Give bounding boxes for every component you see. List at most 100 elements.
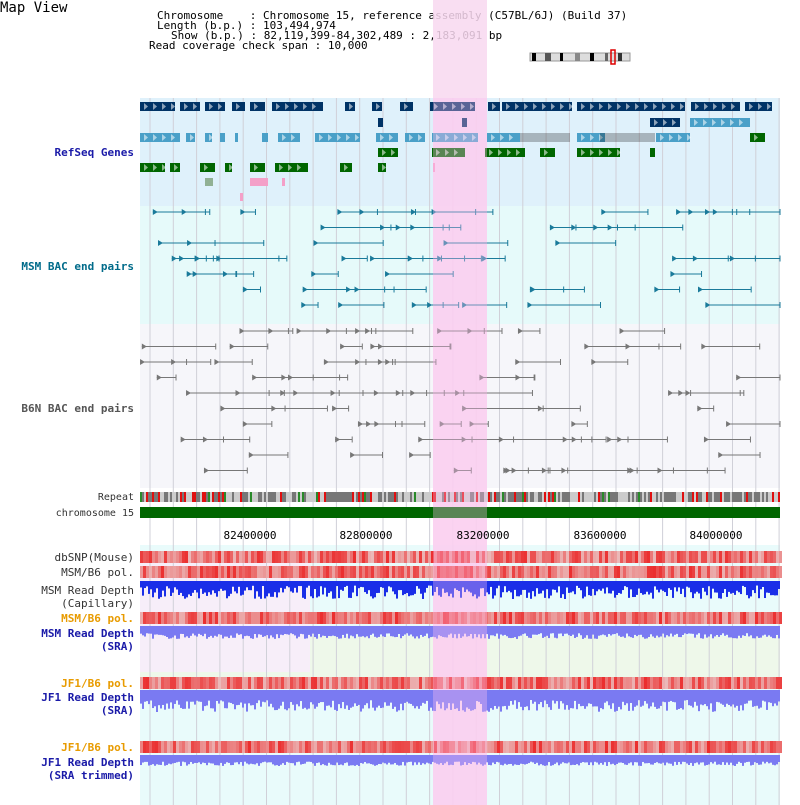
pol-strip-cell <box>356 566 359 578</box>
gene-strand-arrow <box>694 119 698 126</box>
pol-strip-cell <box>674 677 677 689</box>
depth-bar <box>422 581 424 599</box>
gene-strand-arrow <box>489 149 493 156</box>
pol-strip-cell <box>461 677 464 689</box>
pol-strip-cell <box>503 551 506 563</box>
pol-strip-cell <box>206 741 209 753</box>
pol-strip-cell <box>446 741 449 753</box>
repeat-mark <box>608 492 610 502</box>
depth-bar <box>258 626 260 635</box>
pol-strip-cell <box>209 566 212 578</box>
pol-strip-cell <box>296 741 299 753</box>
repeat-mark <box>438 492 440 502</box>
depth-bar <box>560 581 562 598</box>
pol-strip-cell <box>359 612 362 624</box>
pol-strip-cell <box>632 677 635 689</box>
depth-bar <box>548 755 550 763</box>
depth-bar <box>286 755 288 762</box>
repeat-mark <box>486 492 488 502</box>
pol-strip-cell <box>653 741 656 753</box>
depth-bar <box>314 626 316 638</box>
repeat-mark <box>570 492 572 502</box>
depth-bar <box>196 755 198 763</box>
depth-bar <box>608 626 610 635</box>
depth-bar <box>726 581 728 597</box>
pol-strip-cell <box>689 612 692 624</box>
pol-strip-cell <box>629 566 632 578</box>
pol-strip-cell <box>329 677 332 689</box>
depth-bar <box>726 626 728 635</box>
depth-bar <box>676 755 678 765</box>
depth-bar <box>614 690 616 712</box>
depth-bar <box>368 581 370 591</box>
pol-strip-cell <box>689 741 692 753</box>
depth-bar <box>304 755 306 764</box>
bac-end-marker <box>607 436 613 443</box>
depth-bar <box>286 581 288 587</box>
depth-bar <box>536 626 538 635</box>
bac-end-marker <box>584 343 590 350</box>
depth-bar <box>234 755 236 763</box>
repeat-mark <box>458 492 460 502</box>
repeat-mark <box>360 492 362 502</box>
repeat-mark <box>466 492 468 502</box>
pol-strip-cell <box>671 612 674 624</box>
depth-bar <box>548 581 550 599</box>
depth-bar <box>366 690 368 704</box>
depth-bar <box>628 581 630 598</box>
pol-strip-cell <box>626 551 629 563</box>
depth-bar <box>250 581 252 591</box>
pol-strip-cell <box>524 551 527 563</box>
repeat-mark <box>202 492 204 502</box>
depth-bar <box>610 690 612 709</box>
depth-bar <box>638 690 640 701</box>
depth-bar <box>522 626 524 635</box>
pol-strip-cell <box>737 566 740 578</box>
pol-strip-cell <box>689 551 692 563</box>
gene-strand-arrow <box>436 134 440 141</box>
bac-end-marker <box>171 255 177 262</box>
pol-strip-cell <box>290 551 293 563</box>
pol-strip-cell <box>656 612 659 624</box>
pol-strip-cell <box>593 612 596 624</box>
depth-bar <box>232 581 234 587</box>
depth-bar <box>596 755 598 763</box>
depth-bar <box>252 626 254 639</box>
depth-bar <box>576 755 578 765</box>
pol-strip-cell <box>593 566 596 578</box>
pol-strip-cell <box>680 677 683 689</box>
depth-bar <box>242 755 244 766</box>
depth-bar <box>438 626 440 636</box>
depth-bar <box>600 626 602 636</box>
depth-bar <box>426 581 428 588</box>
pol-strip-cell <box>407 677 410 689</box>
pol-strip-cell <box>437 741 440 753</box>
pol-strip-cell <box>374 741 377 753</box>
pol-strip-cell <box>632 741 635 753</box>
depth-bar <box>238 581 240 587</box>
depth-bar <box>338 581 340 599</box>
pol-strip-cell <box>416 551 419 563</box>
pol-strip-cell <box>659 741 662 753</box>
track-label-refseq[interactable]: RefSeq Genes <box>54 146 134 159</box>
track-label-b6n-bac[interactable]: B6N BAC end pairs <box>21 402 134 415</box>
repeat-mark <box>164 492 166 502</box>
depth-bar <box>290 581 292 592</box>
bac-end-marker <box>235 390 241 396</box>
depth-bar <box>640 626 642 635</box>
pol-strip-cell <box>695 566 698 578</box>
gene-strand-arrow <box>382 149 386 156</box>
repeat-mark <box>668 492 670 502</box>
depth-bar <box>536 755 538 763</box>
pol-strip-cell <box>437 551 440 563</box>
pol-strip-cell <box>245 551 248 563</box>
pol-strip-cell <box>464 551 467 563</box>
repeat-mark <box>140 492 142 502</box>
pol-strip-cell <box>389 677 392 689</box>
pol-strip-cell <box>272 612 275 624</box>
depth-bar <box>710 581 712 599</box>
pol-strip-cell <box>362 741 365 753</box>
track-label-msm-bac[interactable]: MSM BAC end pairs <box>21 260 134 273</box>
repeat-mark <box>610 492 612 502</box>
